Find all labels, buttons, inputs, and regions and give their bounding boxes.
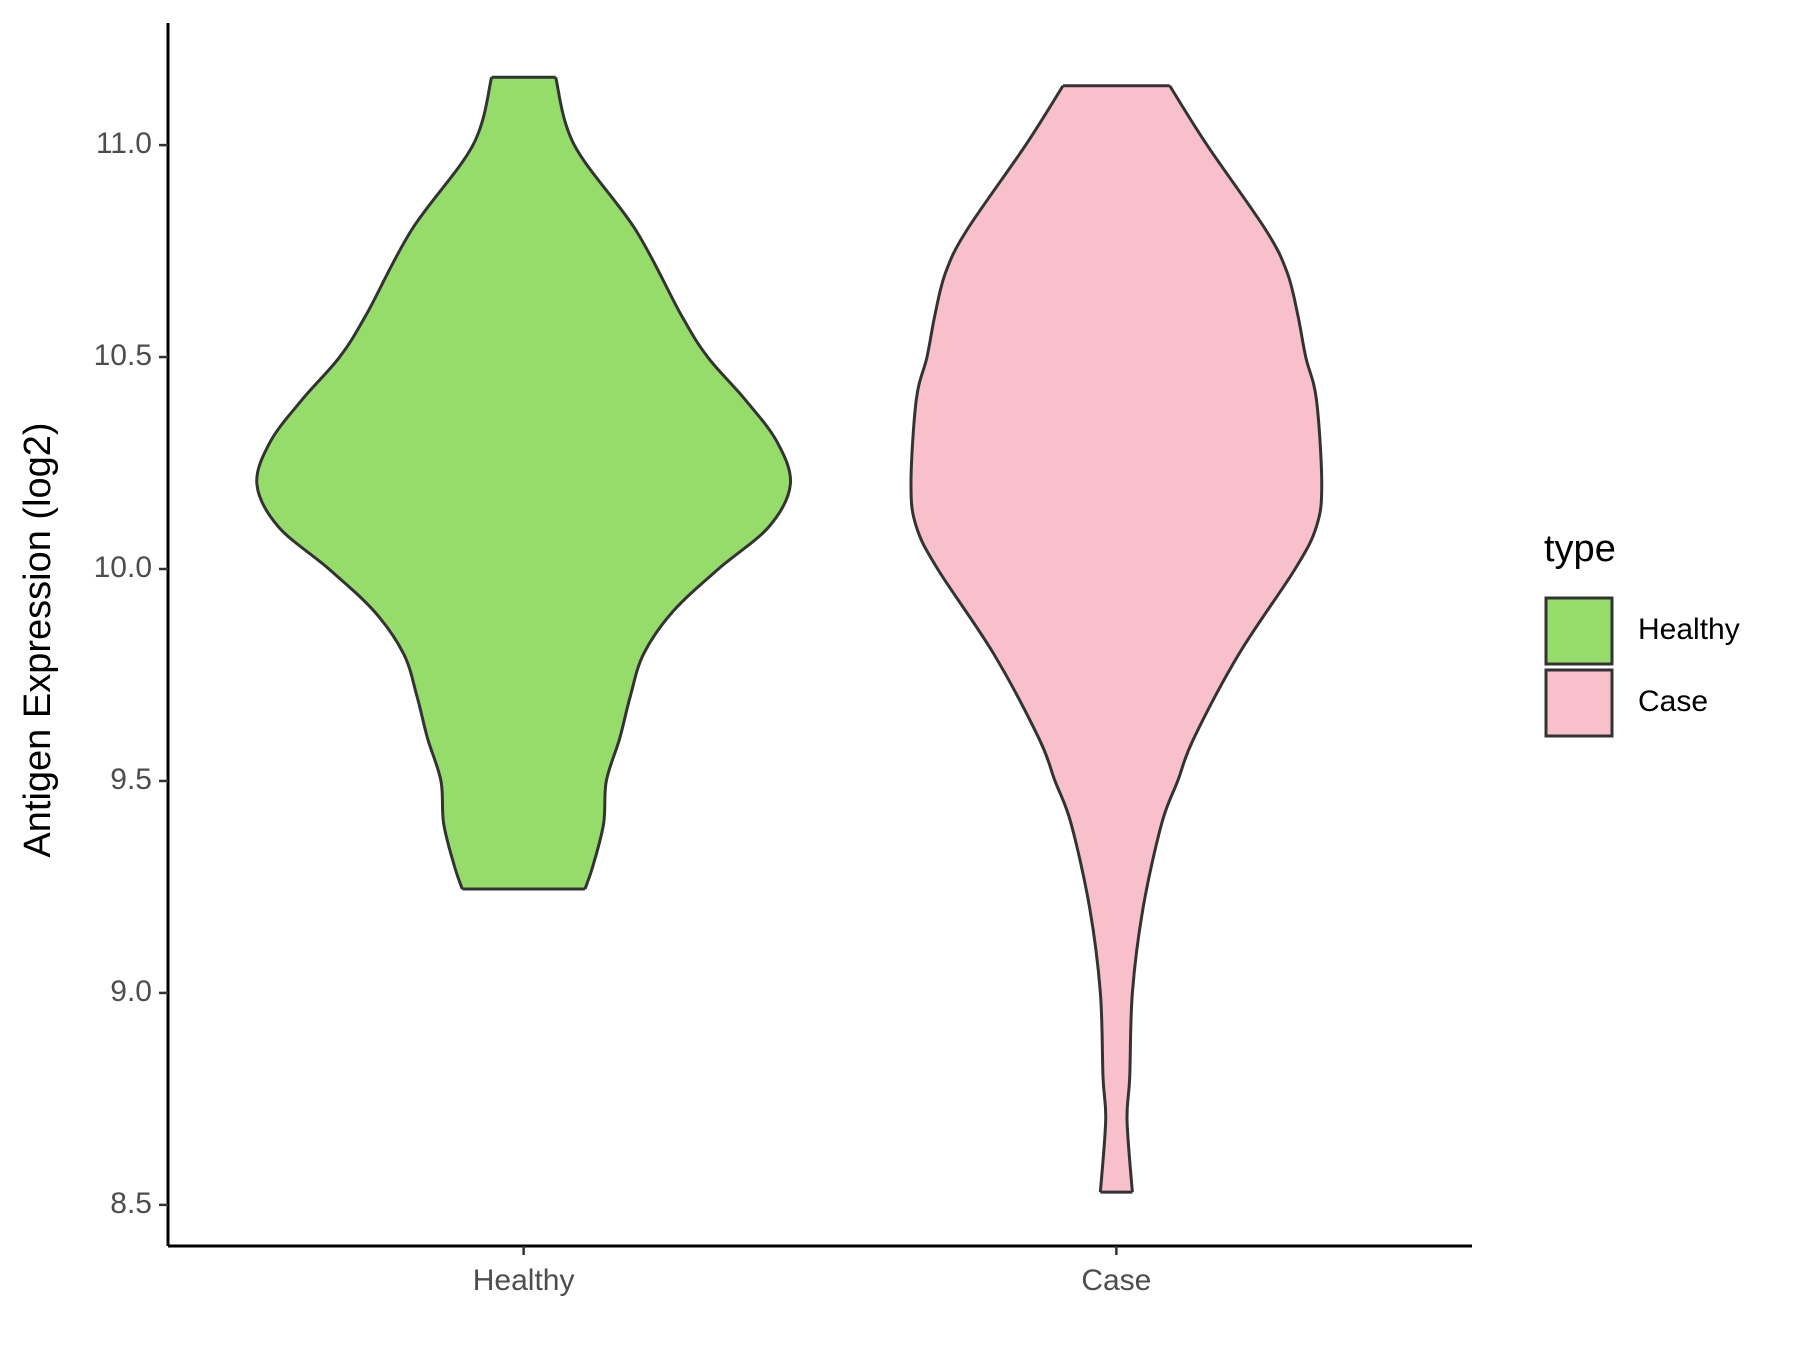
y-axis-label: Antigen Expression (log2) <box>17 422 59 857</box>
legend-label: Case <box>1638 685 1708 718</box>
violin-right-edge <box>554 76 792 890</box>
legend-title: type <box>1544 528 1616 570</box>
y-tick-label: 11.0 <box>96 127 152 160</box>
y-tick-label: 10.5 <box>94 339 152 372</box>
legend-key <box>1544 668 1614 738</box>
violin-right-edge <box>1125 84 1324 1193</box>
y-tick-label: 9.5 <box>110 763 152 796</box>
violin-body <box>256 76 525 890</box>
y-tick-label: 9.0 <box>110 975 152 1008</box>
violin-body <box>523 76 791 890</box>
legend-key <box>1544 596 1614 666</box>
violin-left-edge <box>255 76 494 890</box>
violin-body <box>910 85 1117 1193</box>
y-tick-label: 10.0 <box>94 551 152 584</box>
x-tick-label: Case <box>1081 1264 1151 1297</box>
y-tick-label: 8.5 <box>110 1187 152 1220</box>
violin-left-edge <box>909 84 1108 1193</box>
violin-body <box>1115 85 1323 1193</box>
legend-label: Healthy <box>1638 613 1740 646</box>
x-tick-label: Healthy <box>473 1264 575 1297</box>
